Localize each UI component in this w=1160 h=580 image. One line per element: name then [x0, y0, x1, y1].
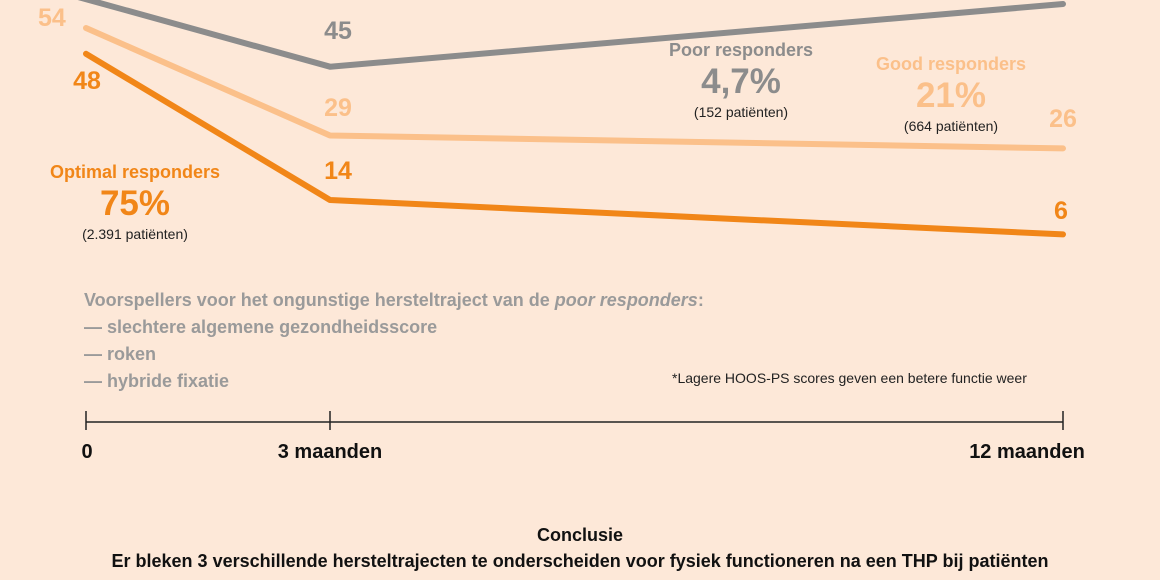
data-label: 29 [324, 94, 352, 122]
x-tick-label: 12 maanden [969, 441, 1085, 463]
group-count-good-responders: (664 patiënten) [904, 118, 998, 134]
group-name-optimal-responders: Optimal responders [50, 162, 220, 182]
predictors-block: Voorspellers voor het ongunstige herstel… [84, 287, 704, 395]
group-percentage-good-responders: 21% [916, 76, 986, 115]
series-line-optimal-responders [83, 50, 1066, 238]
series-line-poor-responders [77, 0, 1066, 70]
predictor-item: — hybride fixatie [84, 371, 230, 391]
group-name-good-responders: Good responders [876, 54, 1026, 74]
data-label: 26 [1049, 105, 1077, 133]
footnote: *Lagere HOOS-PS scores geven een betere … [672, 370, 1027, 386]
group-count-poor-responders: (152 patiënten) [694, 104, 788, 120]
data-label: 6 [1054, 197, 1068, 225]
conclusion-title: Conclusie [536, 525, 624, 545]
group-percentage-optimal-responders: 75% [100, 184, 170, 223]
conclusion: Conclusie Er bleken 3 verschillende hers… [0, 522, 1160, 574]
data-label: 48 [73, 67, 101, 95]
conclusion-text: Er bleken 3 verschillende hersteltraject… [111, 551, 1049, 571]
data-label: 14 [324, 157, 352, 185]
series-line-good-responders [83, 25, 1066, 152]
x-axis: 0 3 maanden 12 maanden [81, 411, 1085, 463]
predictors-title: Voorspellers voor het ongunstige herstel… [84, 290, 704, 310]
data-label: 54 [38, 4, 66, 32]
group-percentage-poor-responders: 4,7% [701, 62, 781, 101]
group-count-optimal-responders: (2.391 patiënten) [82, 226, 188, 242]
x-tick-label: 3 maanden [278, 441, 382, 463]
predictor-item: — roken [84, 344, 157, 364]
x-tick-label: 0 [81, 441, 92, 463]
predictor-item: — slechtere algemene gezondheidsscore [84, 317, 438, 337]
data-label: 45 [324, 17, 352, 45]
group-name-poor-responders: Poor responders [669, 40, 813, 60]
